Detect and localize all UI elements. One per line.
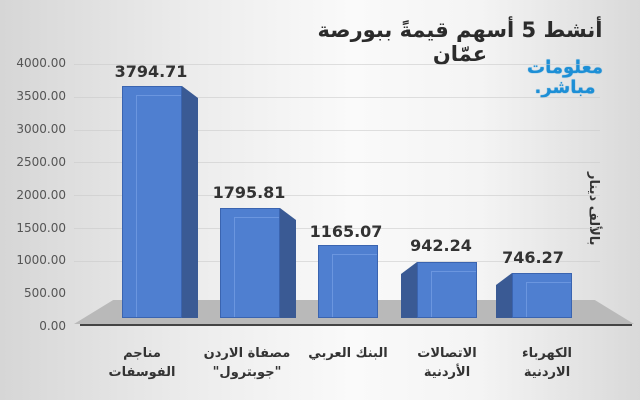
- gridline: [74, 195, 600, 196]
- category-label: الاتصالات الأردنية: [392, 344, 502, 382]
- category-label-line: الاردنية: [523, 365, 571, 380]
- category-label-line: الكهرباء: [522, 346, 572, 361]
- y-tick-label: 4000.00: [16, 56, 66, 70]
- y-tick-label: 500.00: [24, 286, 66, 300]
- category-label-line: الأردنية: [423, 365, 471, 380]
- bar-front: [318, 245, 378, 318]
- y-tick-label: 1500.00: [16, 221, 66, 235]
- category-label: مصفاة الاردن "جوبترول": [192, 344, 302, 382]
- category-label-line: الفوسفات: [108, 365, 176, 380]
- y-tick-label: 1000.00: [16, 253, 66, 267]
- bar-1[interactable]: [122, 86, 198, 318]
- y-tick-label: 2500.00: [16, 155, 66, 169]
- category-label: مناجم الفوسفات: [87, 344, 197, 382]
- gridline: [74, 162, 600, 163]
- y-tick-label: 2000.00: [16, 188, 66, 202]
- gridline: [74, 97, 600, 98]
- logo-line-2: مباشر.: [534, 77, 596, 98]
- bar-3[interactable]: [318, 245, 378, 318]
- category-label: الكهرباء الاردنية: [492, 344, 602, 382]
- gridline: [74, 64, 600, 65]
- bar-2[interactable]: [220, 208, 296, 318]
- value-label: 746.27: [502, 248, 564, 267]
- category-label-line: مناجم: [123, 346, 161, 361]
- bar-side: [182, 86, 198, 318]
- value-label: 942.24: [410, 236, 472, 255]
- y-axis-unit-label: بالألف دينار: [586, 172, 601, 246]
- bar-front: [220, 208, 280, 318]
- logo-line-1: معلومات: [527, 57, 603, 78]
- bar-side: [401, 262, 417, 318]
- gridline: [74, 130, 600, 131]
- chart-title: أنشط 5 أسهم قيمةً ببورصة عمّان: [317, 18, 603, 66]
- category-label: البنك العربي: [293, 344, 403, 363]
- bar-front: [417, 262, 477, 318]
- category-label-line: البنك العربي: [308, 346, 388, 361]
- category-label-line: الاتصالات: [417, 346, 477, 361]
- gridline: [74, 228, 600, 229]
- y-tick-label: 0.00: [39, 319, 66, 333]
- bar-5[interactable]: [496, 273, 572, 318]
- y-tick-label: 3000.00: [16, 122, 66, 136]
- bar-side: [280, 208, 296, 318]
- x-axis-line: [80, 324, 632, 326]
- y-tick-label: 3500.00: [16, 89, 66, 103]
- value-label: 1165.07: [309, 222, 383, 241]
- bar-front: [512, 273, 572, 318]
- brand-logo: معلومات مباشر.: [515, 58, 615, 98]
- bar-front: [122, 86, 182, 318]
- value-label: 1795.81: [212, 183, 286, 202]
- value-label: 3794.71: [114, 62, 188, 81]
- bar-4[interactable]: [401, 262, 477, 318]
- bar-side: [496, 273, 512, 318]
- category-label-line: مصفاة الاردن: [203, 346, 291, 361]
- category-label-line: "جوبترول": [212, 365, 282, 380]
